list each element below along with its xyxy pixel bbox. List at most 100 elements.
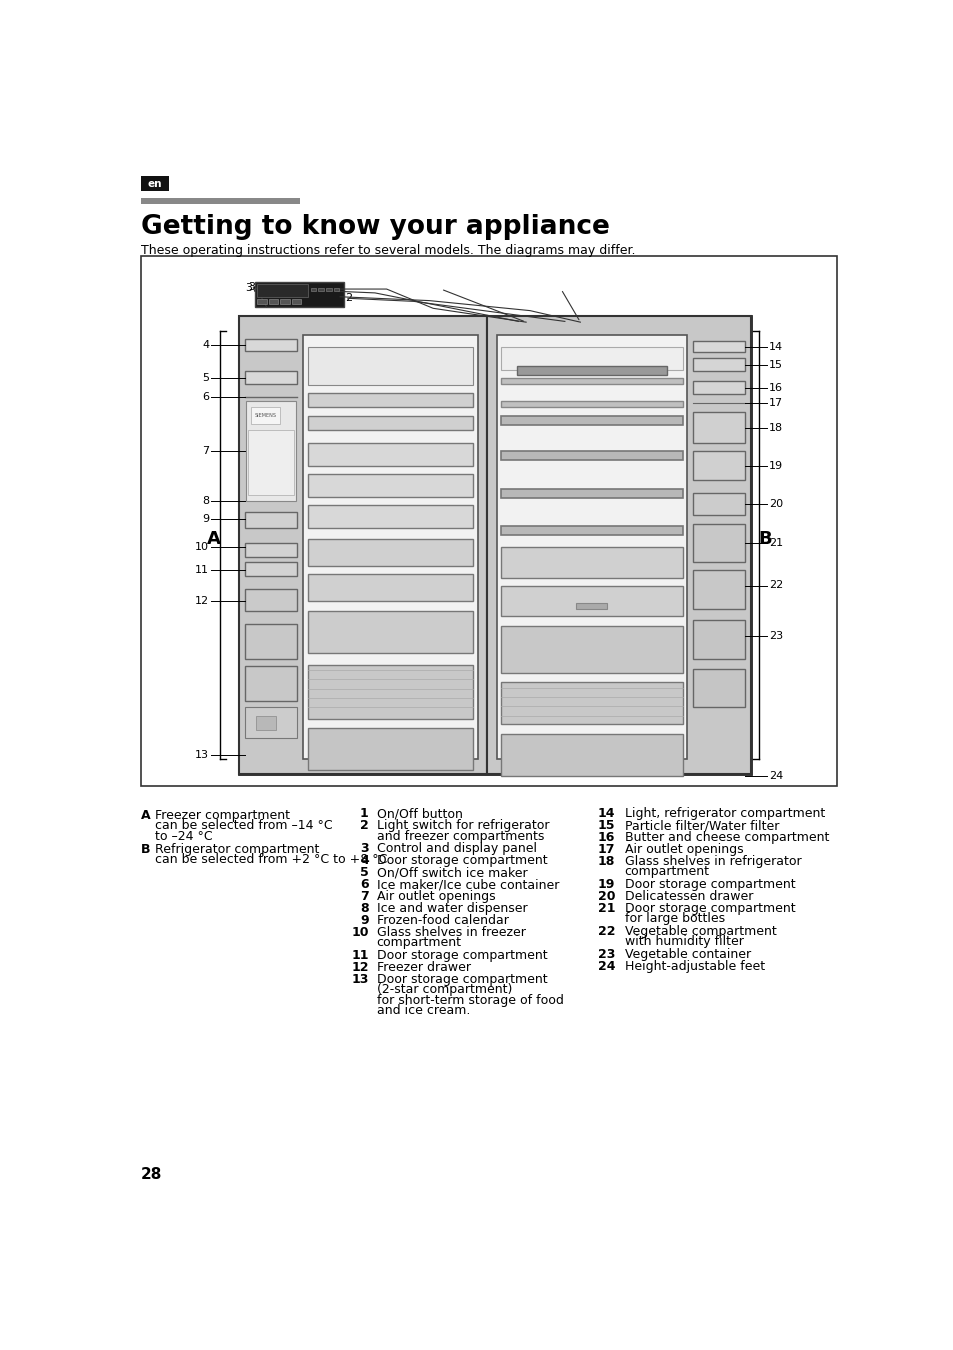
Bar: [692, 412, 744, 443]
Bar: [307, 416, 473, 429]
Text: SIEMENS: SIEMENS: [254, 413, 276, 418]
Text: These operating instructions refer to several models. The diagrams may differ.: These operating instructions refer to se…: [141, 244, 635, 258]
Text: 2: 2: [335, 292, 342, 302]
Text: Frozen-food calendar: Frozen-food calendar: [376, 914, 508, 927]
Text: 18: 18: [598, 855, 615, 868]
Bar: [307, 664, 473, 718]
Text: 20: 20: [768, 500, 782, 509]
Bar: [500, 547, 682, 578]
Text: 15: 15: [768, 359, 781, 370]
Text: Light, refrigerator compartment: Light, refrigerator compartment: [624, 807, 824, 821]
Text: en: en: [148, 178, 162, 189]
Text: 21: 21: [768, 539, 782, 548]
Bar: [326, 288, 332, 292]
Text: 20: 20: [598, 890, 615, 903]
Text: (2-star compartment): (2-star compartment): [376, 983, 512, 996]
Text: Air outlet openings: Air outlet openings: [624, 842, 742, 856]
Bar: [245, 667, 297, 701]
Text: Butter and cheese compartment: Butter and cheese compartment: [624, 832, 828, 844]
Text: Glass shelves in refrigerator: Glass shelves in refrigerator: [624, 855, 801, 868]
Text: Ice and water dispenser: Ice and water dispenser: [376, 902, 527, 915]
Text: 14: 14: [768, 342, 782, 352]
Text: 12: 12: [351, 961, 369, 973]
Bar: [256, 717, 275, 730]
Text: 28: 28: [141, 1168, 162, 1183]
Bar: [692, 668, 744, 707]
Text: 5: 5: [202, 373, 209, 382]
Text: 7: 7: [202, 446, 209, 456]
Bar: [692, 451, 744, 481]
Bar: [307, 505, 473, 528]
Bar: [245, 707, 297, 738]
Bar: [517, 366, 666, 375]
Text: 16: 16: [768, 382, 781, 393]
Text: for short-term storage of food: for short-term storage of food: [376, 994, 563, 1007]
Bar: [500, 682, 682, 724]
Bar: [280, 300, 290, 304]
Bar: [500, 489, 682, 498]
Text: 14: 14: [598, 807, 615, 821]
Text: with humidity filter: with humidity filter: [624, 936, 742, 949]
Text: Getting to know your appliance: Getting to know your appliance: [141, 213, 609, 239]
Text: 3: 3: [360, 842, 369, 856]
Text: Vegetable container: Vegetable container: [624, 948, 750, 961]
Bar: [245, 339, 297, 351]
Bar: [307, 393, 473, 406]
Bar: [307, 347, 473, 385]
Text: Door storage compartment: Door storage compartment: [376, 855, 547, 867]
Bar: [245, 563, 297, 576]
Bar: [497, 335, 686, 759]
Bar: [500, 416, 682, 425]
Text: Particle filter/Water filter: Particle filter/Water filter: [624, 819, 778, 832]
Text: compartment: compartment: [624, 865, 709, 879]
Text: 21: 21: [598, 902, 615, 915]
Text: and ice cream.: and ice cream.: [376, 1004, 470, 1017]
Text: 16: 16: [598, 832, 615, 844]
Bar: [292, 300, 301, 304]
Text: 5: 5: [359, 867, 369, 879]
Bar: [692, 620, 744, 659]
Bar: [251, 406, 280, 424]
Text: 10: 10: [351, 926, 369, 938]
Bar: [500, 378, 682, 383]
Bar: [576, 603, 607, 609]
Text: Air outlet openings: Air outlet openings: [376, 890, 495, 903]
Text: 9: 9: [202, 513, 209, 524]
Bar: [692, 358, 744, 371]
Text: Door storage compartment: Door storage compartment: [376, 949, 547, 963]
Text: 9: 9: [360, 914, 369, 927]
Text: 24: 24: [768, 771, 782, 780]
Text: 6: 6: [202, 392, 209, 402]
Bar: [245, 543, 297, 558]
Text: 2: 2: [344, 293, 352, 302]
Bar: [248, 429, 294, 495]
Bar: [311, 288, 315, 292]
Text: for large bottles: for large bottles: [624, 913, 724, 925]
Text: 8: 8: [360, 902, 369, 915]
Bar: [500, 586, 682, 617]
Text: Ice maker/Ice cube container: Ice maker/Ice cube container: [376, 878, 558, 891]
Text: Delicatessen drawer: Delicatessen drawer: [624, 890, 752, 903]
Text: 19: 19: [598, 878, 615, 891]
Text: Door storage compartment: Door storage compartment: [376, 973, 547, 985]
Bar: [500, 401, 682, 406]
Text: Vegetable compartment: Vegetable compartment: [624, 925, 776, 938]
Text: 23: 23: [768, 630, 782, 640]
Text: 4: 4: [359, 855, 369, 867]
Bar: [245, 513, 297, 528]
Bar: [318, 288, 323, 292]
Text: 22: 22: [768, 580, 782, 590]
Bar: [257, 285, 307, 297]
Text: 23: 23: [598, 948, 615, 961]
Text: 2: 2: [359, 819, 369, 832]
Text: to –24 °C: to –24 °C: [154, 830, 213, 842]
Bar: [307, 574, 473, 601]
Bar: [307, 443, 473, 466]
Text: Glass shelves in freezer: Glass shelves in freezer: [376, 926, 525, 938]
Bar: [487, 316, 750, 774]
Bar: [692, 524, 744, 563]
Bar: [245, 624, 297, 659]
Bar: [500, 451, 682, 460]
Bar: [141, 198, 299, 204]
Text: 15: 15: [598, 819, 615, 832]
